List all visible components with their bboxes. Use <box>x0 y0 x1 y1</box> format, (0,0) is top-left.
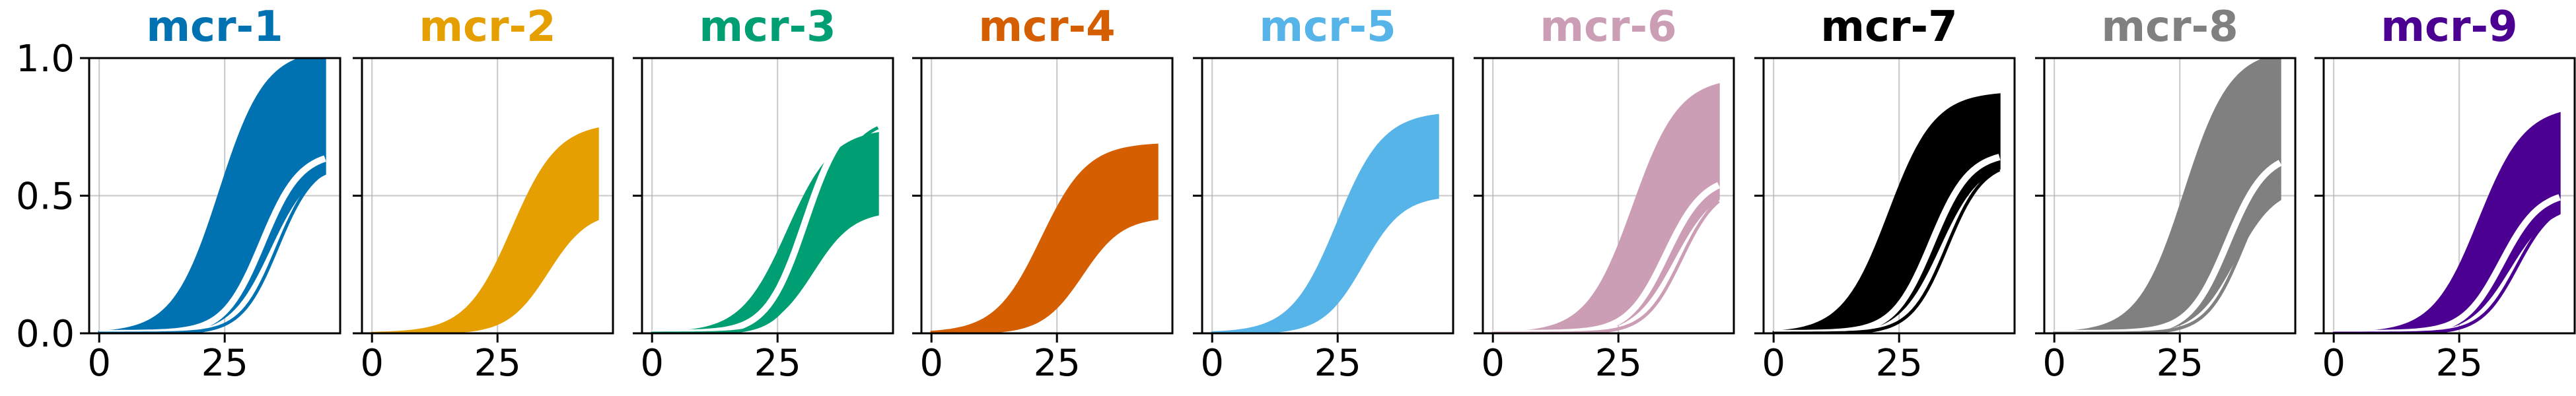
panel-mcr-8: 0 25 mcr-8 <box>2035 3 2297 385</box>
x-tick-label: 25 <box>1595 342 1642 385</box>
panel-title: mcr-8 <box>2101 3 2238 51</box>
x-tick-label: 25 <box>2157 342 2203 385</box>
panel-title: mcr-1 <box>146 3 283 51</box>
panel-title: mcr-3 <box>699 3 836 51</box>
x-tick-label: 0 <box>1481 342 1505 385</box>
series-band-mcr-5 <box>1211 114 1439 333</box>
panel-mcr-7: 0 25 mcr-7 <box>1754 3 2016 385</box>
x-tick-label: 0 <box>2322 342 2345 385</box>
x-tick-label: 0 <box>360 342 384 385</box>
x-tick-label: 0 <box>87 342 111 385</box>
x-tick-label: 25 <box>1314 342 1361 385</box>
x-tick-label: 25 <box>2436 342 2483 385</box>
series-band-mcr-1 <box>98 58 326 333</box>
panel-title: mcr-9 <box>2380 3 2517 51</box>
y-tick-label: 0.5 <box>16 176 75 218</box>
series-band-mcr-8 <box>2053 58 2281 333</box>
panel-mcr-9: 0 25 mcr-9 <box>2314 3 2576 385</box>
y-tick-label: 1.0 <box>16 38 75 81</box>
x-tick-label: 0 <box>1762 342 1785 385</box>
panel-mcr-4: 0 25 mcr-4 <box>912 3 1174 385</box>
panel-mcr-3: 0 25 mcr-3 <box>633 3 894 385</box>
x-tick-label: 0 <box>640 342 664 385</box>
x-tick-label: 0 <box>919 342 943 385</box>
series-band-mcr-4 <box>930 143 1159 333</box>
x-tick-label: 25 <box>1876 342 1923 385</box>
panel-title: mcr-4 <box>978 3 1115 51</box>
series-band-mcr-2 <box>371 127 599 333</box>
x-tick-label: 25 <box>754 342 801 385</box>
panel-mcr-1: 0 25 0.0 0.5 1.0 mcr-1 <box>16 3 341 385</box>
x-tick-label: 25 <box>474 342 521 385</box>
x-tick-label: 0 <box>2042 342 2066 385</box>
series-band-mcr-7 <box>1772 93 2001 333</box>
panel-title: mcr-2 <box>419 3 555 51</box>
x-tick-label: 25 <box>1034 342 1081 385</box>
y-tick-label: 0.0 <box>16 313 75 356</box>
panel-title: mcr-6 <box>1540 3 1676 51</box>
x-tick-label: 25 <box>201 342 248 385</box>
x-tick-label: 0 <box>1200 342 1224 385</box>
panel-mcr-5: 0 25 mcr-5 <box>1193 3 1454 385</box>
panel-mcr-2: 0 25 mcr-2 <box>353 3 614 385</box>
panel-title: mcr-7 <box>1820 3 1957 51</box>
panel-mcr-6: 0 25 mcr-6 <box>1474 3 1735 385</box>
series-band-mcr-6 <box>1491 82 1720 333</box>
panel-title: mcr-5 <box>1259 3 1396 51</box>
